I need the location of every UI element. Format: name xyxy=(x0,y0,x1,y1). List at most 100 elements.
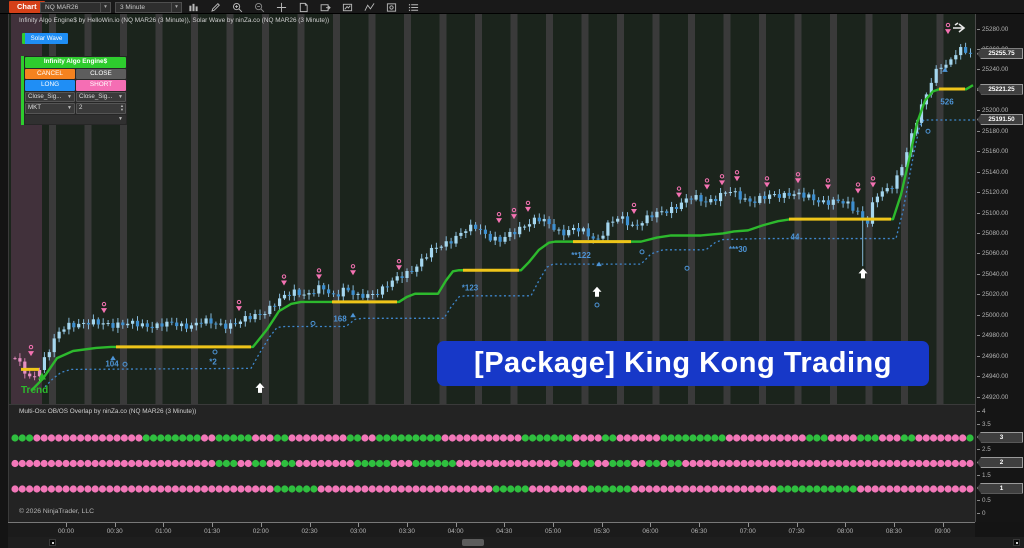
time-tick xyxy=(893,523,895,527)
toolbar-icons xyxy=(187,1,420,13)
scrollbar-left-button[interactable] xyxy=(49,539,56,546)
chevron-down-icon: ▼ xyxy=(67,105,72,111)
signal-dots xyxy=(110,67,948,367)
close-signal-select-1[interactable]: Close_Sig... ▼ xyxy=(25,91,75,102)
sell-markers xyxy=(28,22,951,357)
svg-text:**122: **122 xyxy=(571,251,591,260)
price-axis-tick: 24940.00 xyxy=(977,373,1008,381)
pattern-icon[interactable] xyxy=(363,1,376,13)
time-label: 01:30 xyxy=(204,528,221,535)
time-label: 03:30 xyxy=(398,528,415,535)
jump-to-end-arrow-icon[interactable] xyxy=(953,22,966,33)
time-label: 06:00 xyxy=(642,528,659,535)
region-select-icon[interactable] xyxy=(341,1,354,13)
svg-text:104: 104 xyxy=(105,359,119,368)
time-label: 08:30 xyxy=(885,528,902,535)
price-axis-tick: 25060.00 xyxy=(977,250,1008,258)
horizontal-scrollbar[interactable] xyxy=(8,537,1024,548)
oscillator-row xyxy=(11,434,974,442)
new-chart-icon[interactable] xyxy=(297,1,310,13)
price-axis-tick: 25100.00 xyxy=(977,209,1008,217)
svg-text:Trend: Trend xyxy=(21,385,48,396)
interval-selector[interactable]: 3 Minute ▾ xyxy=(115,1,182,13)
oscillator-axis-tick: 1.5 xyxy=(977,471,991,479)
time-tick xyxy=(358,523,360,527)
price-axis-tick: 25040.00 xyxy=(977,270,1008,278)
chart-pane[interactable]: 104 *2 168 *123 **122 ***30 44 526 Trend Infinit… xyxy=(8,14,975,404)
data-series-icon[interactable] xyxy=(407,1,420,13)
cancel-button[interactable]: CANCEL xyxy=(25,68,75,79)
time-label: 04:30 xyxy=(496,528,513,535)
time-label: 03:00 xyxy=(350,528,367,535)
instrument-selector[interactable]: NQ MAR26 ▾ xyxy=(40,1,111,13)
session-stripes xyxy=(11,14,944,404)
quantity-stepper[interactable]: 2 ▲ ▼ xyxy=(76,103,126,114)
price-axis-tick: 24960.00 xyxy=(977,352,1008,360)
order-type-select[interactable]: MKT ▼ xyxy=(25,103,75,114)
time-label: 07:00 xyxy=(739,528,756,535)
oscillator-marker: 2 xyxy=(977,457,1023,468)
oscillator-axis-tick: 0 xyxy=(977,510,986,518)
time-axis[interactable]: 00:00 00:30 01:00 01:30 02:00 02:30 03:00 03:30… xyxy=(8,522,975,537)
svg-text:*123: *123 xyxy=(462,284,479,293)
solar-wave-button[interactable]: Solar Wave xyxy=(22,33,68,44)
interval-value: 3 Minute xyxy=(120,3,145,11)
price-chart: 104 *2 168 *123 **122 ***30 44 526 Trend xyxy=(11,14,975,404)
time-tick xyxy=(699,523,701,527)
trade-panel-expander[interactable]: ▼ xyxy=(25,114,126,124)
oscillator-dots xyxy=(11,434,974,493)
zoom-out-icon[interactable] xyxy=(253,1,266,13)
price-axis[interactable]: 25280.0025260.0025240.0025220.0025200.00… xyxy=(975,14,1024,522)
copyright: © 2026 NinjaTrader, LLC xyxy=(19,508,95,515)
time-tick xyxy=(455,523,457,527)
trade-panel-header: Infinity Algo Engine$ xyxy=(25,57,126,68)
trend-line xyxy=(21,84,974,392)
svg-text:44: 44 xyxy=(791,233,800,242)
instrument-value: NQ MAR26 xyxy=(45,3,79,11)
close-signal-select-2[interactable]: Close_Sig... ▼ xyxy=(76,91,126,102)
chart-style-icon[interactable] xyxy=(187,1,200,13)
zoom-in-icon[interactable] xyxy=(231,1,244,13)
svg-text:168: 168 xyxy=(333,314,347,323)
crosshair-icon[interactable] xyxy=(275,1,288,13)
scrollbar-thumb[interactable] xyxy=(462,539,484,546)
price-axis-tick: 25120.00 xyxy=(977,189,1008,197)
close-signal-value-2: Close_Sig... xyxy=(79,92,113,100)
snapshot-icon[interactable] xyxy=(385,1,398,13)
time-tick xyxy=(66,523,67,527)
candles-layer xyxy=(13,42,973,382)
time-tick xyxy=(406,523,408,527)
time-tick xyxy=(212,523,214,527)
price-axis-tick: 25020.00 xyxy=(977,291,1008,299)
time-label: 09:00 xyxy=(934,528,951,535)
oscillator-axis-tick: 2.5 xyxy=(977,446,991,454)
price-axis-tick: 25200.00 xyxy=(977,107,1008,115)
time-label: 00:30 xyxy=(106,528,123,535)
time-tick xyxy=(601,523,603,527)
oscillator-axis-tick: 3.5 xyxy=(977,420,991,428)
chevron-down-icon: ▼ xyxy=(118,93,123,100)
scrollbar-right-button[interactable] xyxy=(1013,539,1020,546)
oscillator-row xyxy=(11,459,974,468)
indicator-pane[interactable]: Multi-Osc OB/OS Overlap by ninZa.co (NQ … xyxy=(8,404,975,522)
time-tick xyxy=(650,523,652,527)
long-button[interactable]: LONG xyxy=(25,80,75,91)
time-label: 02:30 xyxy=(301,528,318,535)
price-axis-tick: 25140.00 xyxy=(977,168,1008,176)
short-button[interactable]: SHORT xyxy=(76,80,126,91)
price-axis-tick: 25280.00 xyxy=(977,25,1008,33)
time-label: 02:00 xyxy=(252,528,269,535)
tab-chart[interactable]: Chart xyxy=(9,1,45,13)
time-tick xyxy=(796,523,798,527)
chevron-down-icon: ▼ xyxy=(67,93,72,100)
svg-text:526: 526 xyxy=(940,98,954,107)
close-button[interactable]: CLOSE xyxy=(76,68,126,79)
time-tick xyxy=(309,523,311,527)
time-label: 05:00 xyxy=(545,528,561,535)
watermark-banner: [Package] King Kong Trading xyxy=(437,341,929,386)
draw-tools-icon[interactable] xyxy=(209,1,222,13)
signal-labels: 104 *2 168 *123 **122 ***30 44 526 xyxy=(105,98,954,369)
send-to-icon[interactable] xyxy=(319,1,332,13)
spinner-arrows-icon[interactable]: ▲ ▼ xyxy=(120,103,124,113)
toolbar: Chart NQ MAR26 ▾ 3 Minute ▾ xyxy=(0,0,1024,14)
